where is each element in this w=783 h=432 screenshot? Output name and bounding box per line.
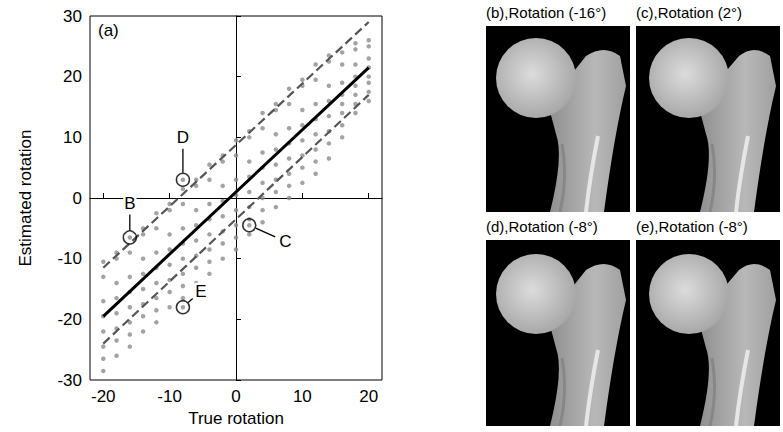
svg-text:D: D [177, 128, 189, 147]
svg-text:20: 20 [63, 67, 82, 86]
svg-text:30: 30 [63, 7, 82, 26]
svg-text:B: B [124, 194, 135, 213]
html-text:(b),Rotation (-16°): (b),Rotation (-16°) [486, 4, 607, 21]
svg-text:-10: -10 [57, 249, 82, 268]
svg-text:(a): (a) [98, 21, 119, 40]
svg-text:10: 10 [63, 128, 82, 147]
svg-text:20: 20 [359, 387, 378, 406]
svg-text:C: C [279, 232, 291, 251]
svg-text:-20: -20 [91, 387, 116, 406]
html-text:(e),Rotation (-8°): (e),Rotation (-8°) [636, 218, 748, 235]
svg-text:-20: -20 [57, 310, 82, 329]
svg-text:0: 0 [231, 387, 240, 406]
svg-text:-30: -30 [57, 371, 82, 390]
html-text:(d),Rotation (-8°): (d),Rotation (-8°) [486, 218, 598, 235]
html-text:(c),Rotation (2°): (c),Rotation (2°) [636, 4, 742, 21]
svg-text:-10: -10 [157, 387, 182, 406]
svg-text:True rotation: True rotation [188, 409, 284, 428]
svg-text:Estimated rotation: Estimated rotation [16, 129, 35, 266]
svg-text:10: 10 [293, 387, 312, 406]
svg-text:E: E [195, 282, 206, 301]
svg-text:0: 0 [73, 189, 82, 208]
